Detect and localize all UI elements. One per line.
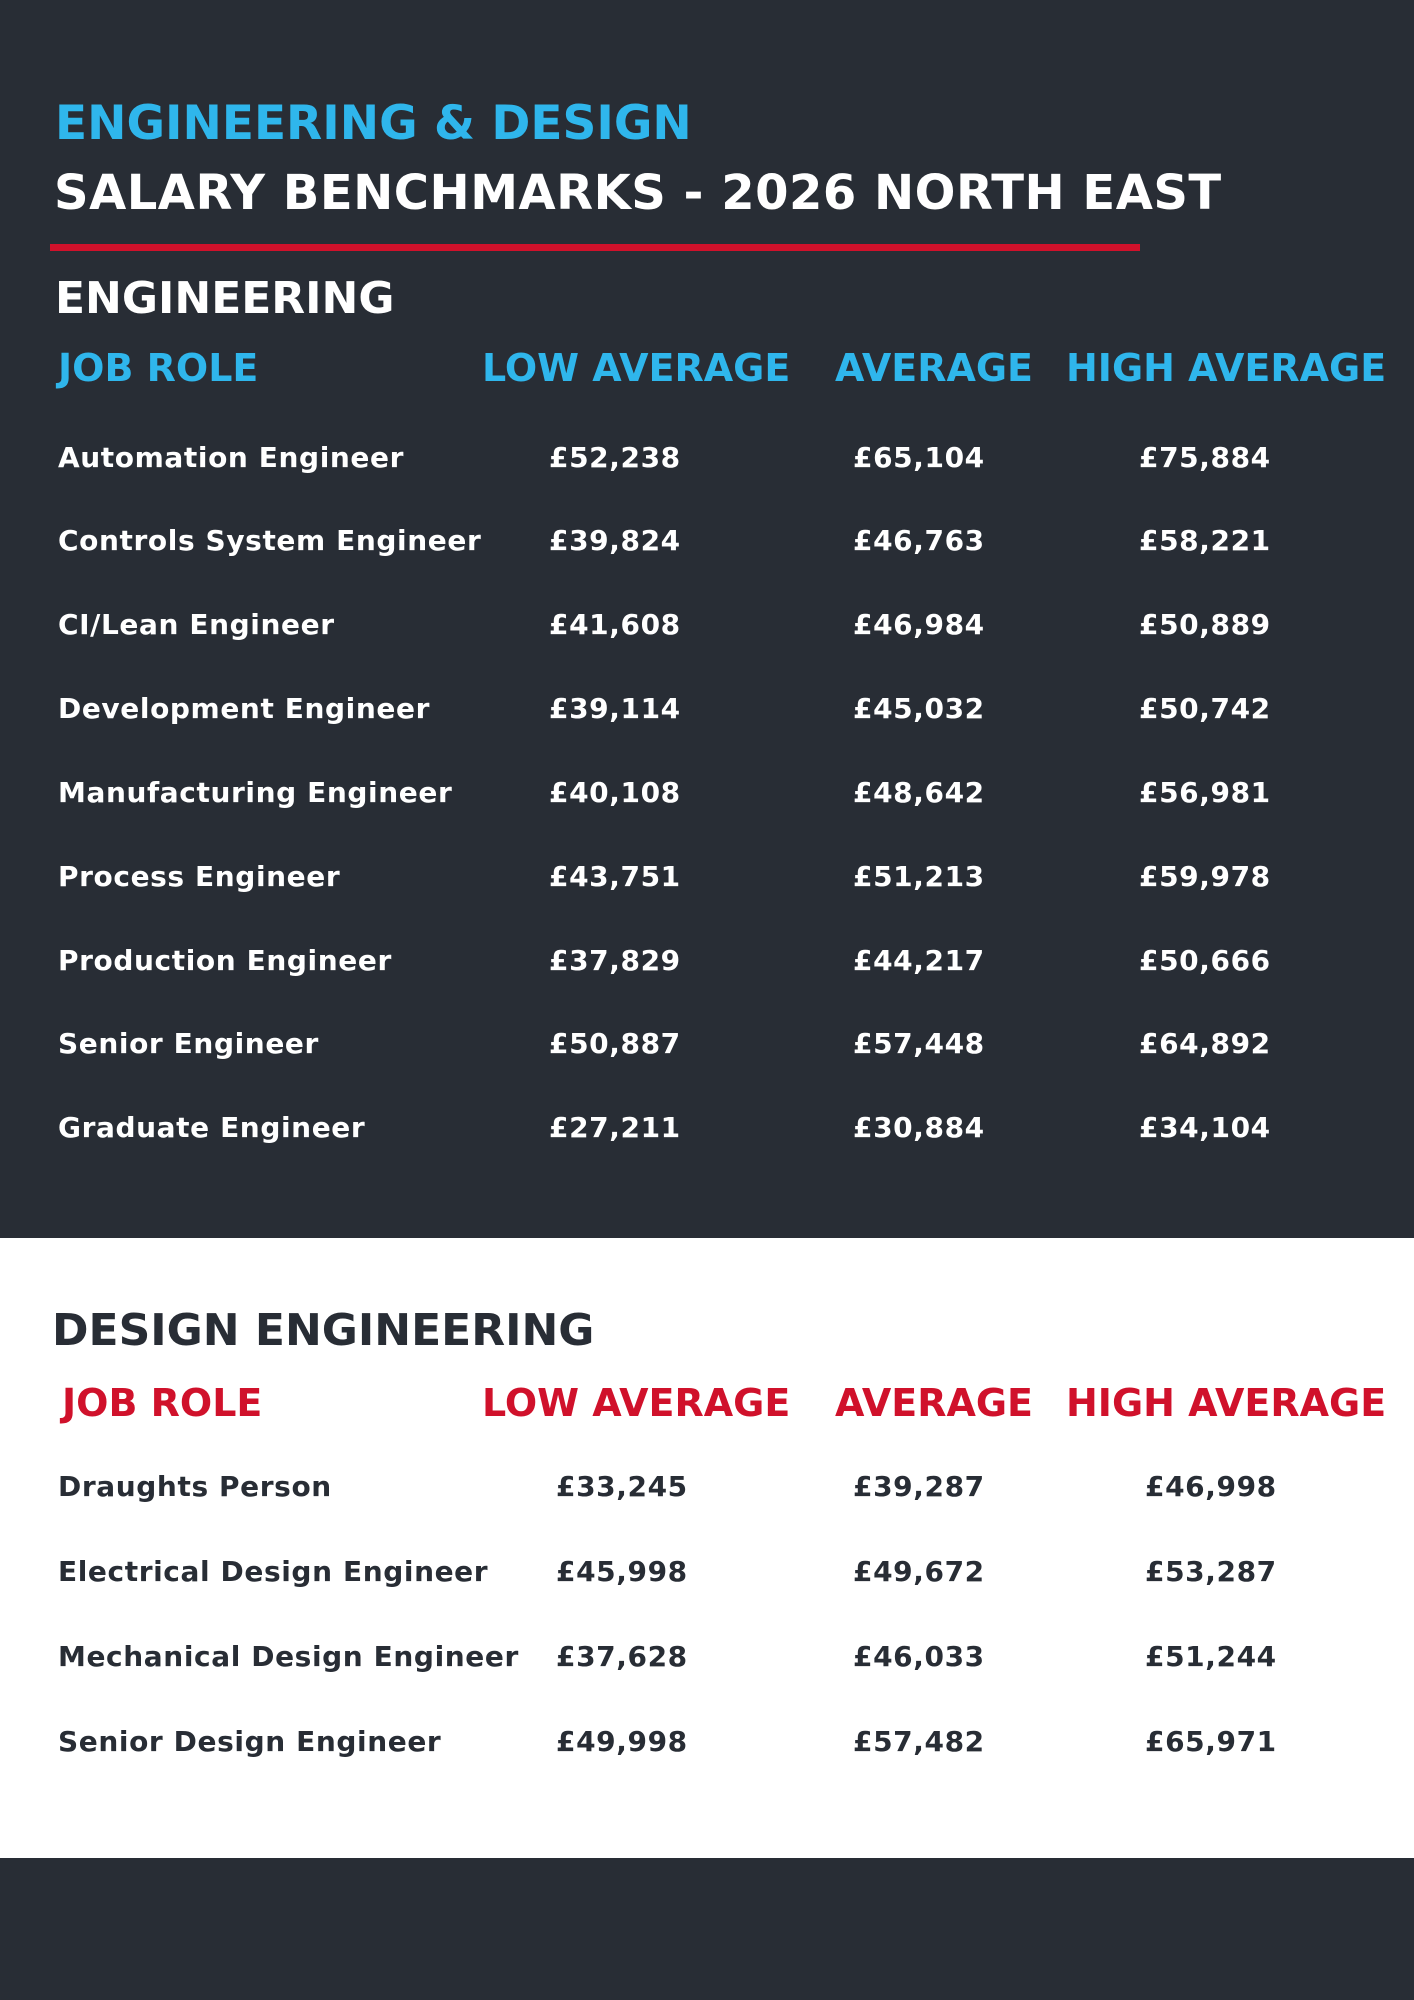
- table-row: Electrical Design Engineer £45,998 £49,6…: [0, 1555, 1414, 1599]
- average-value: £57,482: [853, 1725, 985, 1758]
- job-role: Development Engineer: [58, 692, 431, 725]
- job-role: CI/Lean Engineer: [58, 608, 335, 641]
- job-role: Controls System Engineer: [58, 524, 482, 557]
- high-average-value: £58,221: [1139, 524, 1271, 557]
- job-role: Process Engineer: [58, 860, 341, 893]
- low-average-value: £40,108: [549, 776, 681, 809]
- engineering-panel: [0, 0, 1414, 1238]
- average-value: £57,448: [853, 1027, 985, 1060]
- table-row: Controls System Engineer £39,824 £46,763…: [0, 524, 1414, 568]
- engineering-header-average: AVERAGE: [835, 346, 1034, 390]
- page-title-line2: SALARY BENCHMARKS - 2026 NORTH EAST: [54, 165, 1222, 221]
- average-value: £49,672: [853, 1555, 985, 1588]
- design-header-low-average: LOW AVERAGE: [482, 1381, 791, 1425]
- low-average-value: £52,238: [549, 441, 681, 474]
- low-average-value: £41,608: [549, 608, 681, 641]
- page-title-line1: ENGINEERING & DESIGN: [55, 96, 692, 151]
- job-role: Electrical Design Engineer: [58, 1555, 489, 1588]
- job-role: Graduate Engineer: [58, 1111, 366, 1144]
- high-average-value: £50,889: [1139, 608, 1271, 641]
- average-value: £65,104: [853, 441, 985, 474]
- low-average-value: £37,628: [556, 1640, 688, 1673]
- table-row: Senior Design Engineer £49,998 £57,482 £…: [0, 1725, 1414, 1769]
- average-value: £30,884: [853, 1111, 985, 1144]
- table-row: Production Engineer £37,829 £44,217 £50,…: [0, 944, 1414, 988]
- table-row: Automation Engineer £52,238 £65,104 £75,…: [0, 441, 1414, 485]
- low-average-value: £39,114: [549, 692, 681, 725]
- table-row: Graduate Engineer £27,211 £30,884 £34,10…: [0, 1111, 1414, 1155]
- average-value: £48,642: [853, 776, 985, 809]
- low-average-value: £33,245: [556, 1470, 688, 1503]
- table-row: CI/Lean Engineer £41,608 £46,984 £50,889: [0, 608, 1414, 652]
- design-panel: [0, 1238, 1414, 1858]
- table-row: Senior Engineer £50,887 £57,448 £64,892: [0, 1027, 1414, 1071]
- high-average-value: £34,104: [1139, 1111, 1271, 1144]
- high-average-value: £53,287: [1145, 1555, 1277, 1588]
- high-average-value: £50,666: [1139, 944, 1271, 977]
- job-role: Mechanical Design Engineer: [58, 1640, 519, 1673]
- high-average-value: £50,742: [1139, 692, 1271, 725]
- job-role: Draughts Person: [58, 1470, 332, 1503]
- design-header-job-role: JOB ROLE: [62, 1381, 263, 1425]
- footer-band: [0, 1858, 1414, 2000]
- job-role: Manufacturing Engineer: [58, 776, 453, 809]
- average-value: £46,763: [853, 524, 985, 557]
- high-average-value: £64,892: [1139, 1027, 1271, 1060]
- high-average-value: £56,981: [1139, 776, 1271, 809]
- average-value: £44,217: [853, 944, 985, 977]
- low-average-value: £50,887: [549, 1027, 681, 1060]
- engineering-header-job-role: JOB ROLE: [58, 346, 259, 390]
- table-row: Manufacturing Engineer £40,108 £48,642 £…: [0, 776, 1414, 820]
- low-average-value: £39,824: [549, 524, 681, 557]
- table-row: Mechanical Design Engineer £37,628 £46,0…: [0, 1640, 1414, 1684]
- job-role: Automation Engineer: [58, 441, 405, 474]
- engineering-header-high-average: HIGH AVERAGE: [1066, 346, 1387, 390]
- average-value: £51,213: [853, 860, 985, 893]
- low-average-value: £27,211: [549, 1111, 681, 1144]
- table-row: Draughts Person £33,245 £39,287 £46,998: [0, 1470, 1414, 1514]
- job-role: Production Engineer: [58, 944, 392, 977]
- design-header-average: AVERAGE: [835, 1381, 1034, 1425]
- average-value: £46,033: [853, 1640, 985, 1673]
- high-average-value: £59,978: [1139, 860, 1271, 893]
- low-average-value: £43,751: [549, 860, 681, 893]
- job-role: Senior Design Engineer: [58, 1725, 442, 1758]
- average-value: £39,287: [853, 1470, 985, 1503]
- design-section-title: DESIGN ENGINEERING: [52, 1305, 595, 1356]
- job-role: Senior Engineer: [58, 1027, 319, 1060]
- design-header-high-average: HIGH AVERAGE: [1066, 1381, 1387, 1425]
- low-average-value: £45,998: [556, 1555, 688, 1588]
- engineering-header-low-average: LOW AVERAGE: [482, 346, 791, 390]
- average-value: £46,984: [853, 608, 985, 641]
- table-row: Process Engineer £43,751 £51,213 £59,978: [0, 860, 1414, 904]
- title-divider: [50, 244, 1140, 251]
- high-average-value: £75,884: [1139, 441, 1271, 474]
- low-average-value: £37,829: [549, 944, 681, 977]
- engineering-section-title: ENGINEERING: [55, 273, 395, 324]
- high-average-value: £51,244: [1145, 1640, 1277, 1673]
- high-average-value: £46,998: [1145, 1470, 1277, 1503]
- low-average-value: £49,998: [556, 1725, 688, 1758]
- high-average-value: £65,971: [1145, 1725, 1277, 1758]
- table-row: Development Engineer £39,114 £45,032 £50…: [0, 692, 1414, 736]
- average-value: £45,032: [853, 692, 985, 725]
